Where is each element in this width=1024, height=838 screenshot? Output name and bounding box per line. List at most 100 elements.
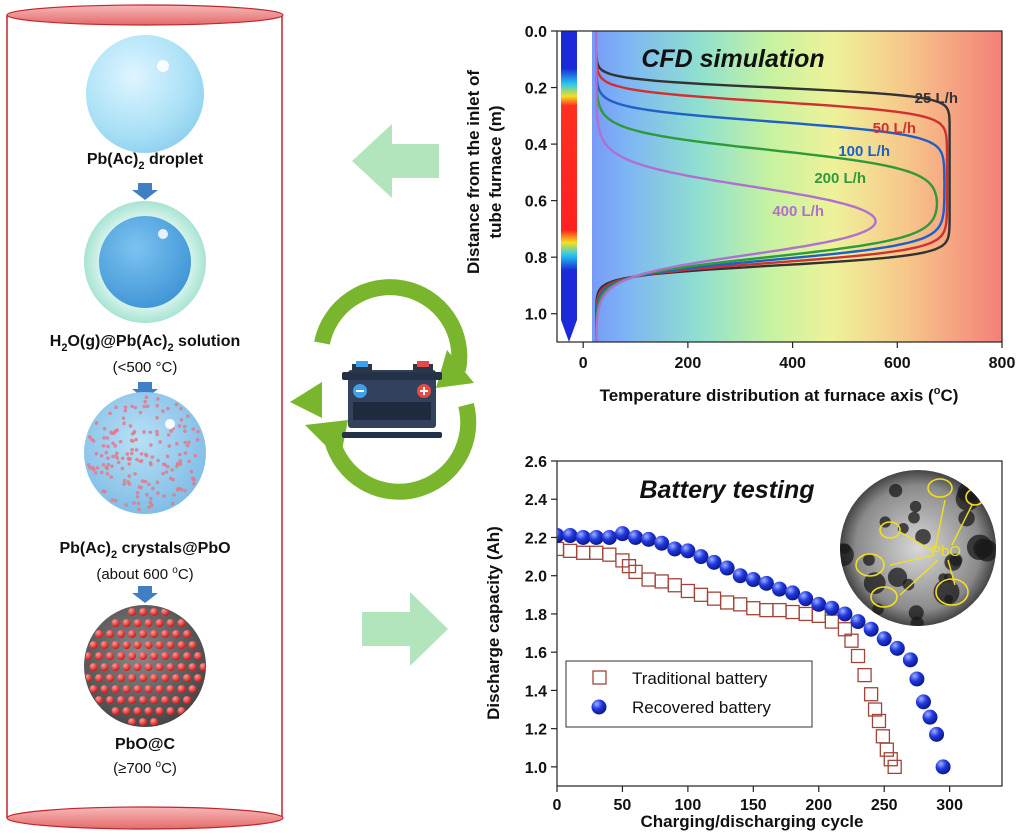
crystal-particle xyxy=(126,480,130,484)
crystal-particle xyxy=(118,439,123,444)
pbo-particle xyxy=(155,663,164,671)
crystal-particle xyxy=(138,459,143,464)
stage-condition-solution: (<500 °C) xyxy=(113,359,178,376)
pbo-particle xyxy=(166,707,175,715)
crystal-particle xyxy=(113,498,118,503)
pbo-particle xyxy=(150,630,158,638)
legend-label-recovered: Recovered battery xyxy=(632,698,771,717)
crystal-particle xyxy=(128,424,133,428)
battery-y-tick-label: 2.2 xyxy=(525,530,547,547)
crystal-particle xyxy=(196,429,200,434)
battery-icon xyxy=(342,361,442,438)
crystal-particle xyxy=(145,404,150,409)
crystal-particle xyxy=(106,444,110,449)
crystal-particle xyxy=(109,430,113,435)
crystal-sphere xyxy=(84,392,206,514)
battery-x-tick-label: 50 xyxy=(614,797,632,814)
crystal-particle xyxy=(174,442,179,446)
pbo-particle xyxy=(133,619,142,627)
crystal-particle xyxy=(110,498,115,502)
crystal-particle xyxy=(189,469,194,474)
crystal-particle xyxy=(129,451,134,456)
recovered-point xyxy=(732,568,748,584)
pbo-particle xyxy=(133,707,142,715)
pbo-particle xyxy=(128,652,136,660)
traditional-point xyxy=(863,687,879,702)
recovered-point xyxy=(837,606,853,622)
crystal-particle xyxy=(176,487,180,491)
stage-condition-carbon: (≥700 oC) xyxy=(113,759,177,777)
crystal-particle xyxy=(155,480,160,485)
crystal-particle xyxy=(116,460,121,465)
traditional-point xyxy=(871,713,887,729)
pbo-particle xyxy=(95,674,103,682)
cfd-curve-1 xyxy=(595,31,949,341)
battery-y-tick-label: 1.4 xyxy=(525,683,547,700)
crystal-particle xyxy=(191,476,195,481)
crystal-particle xyxy=(161,471,165,476)
crystal-particle xyxy=(145,493,149,497)
cfd-y-tick-label: 0.2 xyxy=(525,81,547,98)
crystal-particle xyxy=(143,399,148,404)
crystal-particle xyxy=(187,459,191,464)
crystal-particle xyxy=(147,482,151,487)
battery-y-tick-label: 1.8 xyxy=(525,607,547,624)
pbo-particle xyxy=(183,652,191,660)
pbo-particle xyxy=(183,630,191,638)
pbo-particle xyxy=(183,696,191,704)
legend-marker-traditional xyxy=(592,670,607,685)
solution-sphere xyxy=(84,201,206,323)
crystal-particle xyxy=(191,427,196,431)
stage-label-droplet: Pb(Ac)2 droplet xyxy=(87,151,204,172)
crystal-particle xyxy=(172,493,176,497)
crystal-particle xyxy=(94,451,99,456)
crystal-particle xyxy=(111,454,115,459)
pbo-particle xyxy=(155,685,164,693)
crystal-particle xyxy=(104,450,109,455)
recovered-point xyxy=(562,528,578,544)
battery-x-tick-label: 300 xyxy=(936,797,963,814)
cfd-y-axis-label-line2: tube furnace (m) xyxy=(486,105,505,238)
crystal-particle xyxy=(89,437,94,442)
cfd-curve-4 xyxy=(595,31,877,341)
crystal-particle xyxy=(136,501,141,506)
crystal-particle xyxy=(148,460,153,465)
crystal-particle xyxy=(140,479,145,483)
battery-x-tick-label: 0 xyxy=(553,797,562,814)
battery-chart-title: Battery testing xyxy=(639,476,814,504)
pbo-particle xyxy=(111,663,120,671)
crystal-particle xyxy=(133,472,137,476)
recovered-point xyxy=(915,694,931,710)
pbo-particle xyxy=(172,630,180,638)
cfd-y-tick-label: 0.6 xyxy=(525,194,547,211)
down-arrow-2 xyxy=(132,382,158,399)
crystal-particle xyxy=(127,474,132,478)
cfd-chart-title: CFD simulation xyxy=(641,45,824,73)
pbo-particle xyxy=(89,663,98,671)
crystal-particle xyxy=(105,466,109,471)
crystal-particle xyxy=(103,489,107,494)
pbo-particle xyxy=(150,674,158,682)
pbo-particle xyxy=(100,663,109,671)
legend-marker-recovered xyxy=(591,699,607,715)
pbo-particle xyxy=(199,663,205,671)
pbo-particle xyxy=(183,674,191,682)
battery-y-tick-label: 2.0 xyxy=(525,569,547,586)
pbo-particle xyxy=(150,652,158,660)
crystal-particle xyxy=(129,438,134,443)
crystal-particle xyxy=(193,453,198,458)
crystal-particle xyxy=(148,430,153,435)
pbo-particle xyxy=(139,608,147,616)
recovered-point xyxy=(745,572,761,588)
crystal-particle xyxy=(155,432,160,437)
pbo-particle xyxy=(172,674,180,682)
tube-bottom-cap xyxy=(6,806,284,830)
crystal-particle xyxy=(132,429,137,434)
pbo-particle xyxy=(177,685,186,693)
pbo-particle xyxy=(155,641,164,649)
pbo-particle xyxy=(111,641,120,649)
pbo-particle xyxy=(150,608,158,616)
pbo-particle xyxy=(111,685,120,693)
crystal-particle xyxy=(135,457,139,462)
